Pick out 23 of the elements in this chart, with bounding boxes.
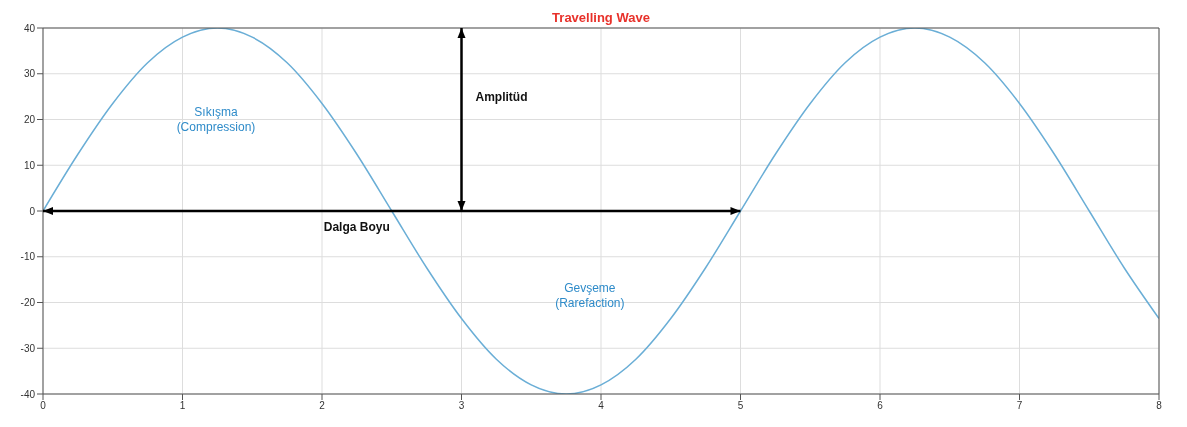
- annotation: Sıkışma (Compression): [176, 104, 256, 134]
- y-tick-label: -30: [20, 342, 36, 354]
- x-tick-label: 7: [1016, 400, 1023, 412]
- y-tick-label: 30: [23, 68, 36, 80]
- x-tick-label: 6: [877, 400, 884, 412]
- y-tick-label: -40: [20, 388, 36, 400]
- x-tick-label: 4: [598, 400, 605, 412]
- x-tick-label: 5: [737, 400, 744, 412]
- y-tick-label: 10: [23, 159, 36, 171]
- annotation: Amplitüd: [475, 90, 528, 105]
- x-tick-label: 2: [319, 400, 326, 412]
- x-tick-label: 3: [458, 400, 465, 412]
- y-tick-label: 0: [29, 205, 36, 217]
- y-tick-label: 20: [23, 114, 36, 126]
- x-tick-label: 8: [1156, 400, 1163, 412]
- annotation: Gevşeme (Rarefaction): [555, 280, 625, 310]
- x-tick-label: 0: [40, 400, 47, 412]
- y-tick-label: -20: [20, 297, 36, 309]
- chart-title: Travelling Wave: [552, 10, 650, 25]
- x-tick-label: 1: [179, 400, 186, 412]
- y-tick-label: 40: [23, 22, 36, 34]
- annotation: Dalga Boyu: [323, 220, 390, 234]
- y-tick-label: -10: [20, 251, 36, 263]
